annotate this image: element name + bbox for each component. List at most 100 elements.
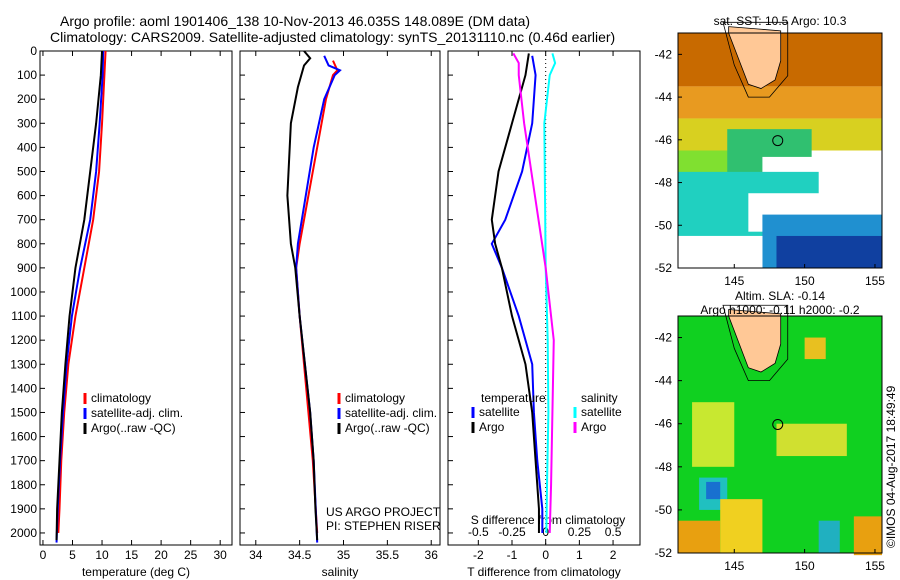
sla-lon-label: 145 <box>724 559 744 573</box>
sst-lon-label: 145 <box>724 274 744 288</box>
credit-text: US ARGO PROJECT <box>326 505 441 519</box>
diff-xlabel: T difference from climatology <box>467 565 621 579</box>
sal-xtick-label: 35 <box>337 548 351 562</box>
depth-tick-label: 1600 <box>10 430 37 444</box>
sal-axes-frame <box>239 50 441 546</box>
temp-xtick-label: 30 <box>214 548 228 562</box>
sal-line-2 <box>286 50 319 541</box>
depth-tick-label: 200 <box>17 92 37 106</box>
depth-tick-label: 1800 <box>10 478 37 492</box>
sla-lon-label: 155 <box>865 559 885 573</box>
depth-tick-label: 900 <box>17 261 37 275</box>
sal-xtick-label: 36 <box>425 548 439 562</box>
sal-legend-label: satellite-adj. clim. <box>345 406 437 420</box>
sla-lat-label: -52 <box>655 546 673 560</box>
temp-line-2 <box>55 50 104 541</box>
sst-lat-label: -50 <box>655 218 673 232</box>
depth-tick-label: 2000 <box>10 526 37 540</box>
sst-isobath-contour <box>722 21 789 98</box>
sla-field-cell <box>678 520 721 553</box>
sal-xtick-label: 34.5 <box>288 548 312 562</box>
diff-s-legend-label: satellite <box>581 405 622 419</box>
sla-field-cell <box>706 481 721 500</box>
temp-xtick-label: 20 <box>154 548 168 562</box>
diff-t-legend-label: satellite <box>479 405 520 419</box>
diff-xtick-label: -1 <box>507 548 518 562</box>
temp-legend-label: satellite-adj. clim. <box>91 406 183 420</box>
s-diff-tick-label: 0.25 <box>568 525 592 539</box>
temp-legend-label: Argo(..raw -QC) <box>91 421 176 435</box>
sla-field-cell <box>818 520 840 553</box>
sst-field-cell <box>678 235 763 268</box>
depth-tick-label: 800 <box>17 237 37 251</box>
depth-tick-label: 400 <box>17 140 37 154</box>
depth-tick-label: 300 <box>17 116 37 130</box>
depth-tick-label: 1900 <box>10 502 37 516</box>
sal-line-0 <box>295 60 339 534</box>
sal-xtick-label: 35.5 <box>376 548 400 562</box>
depth-tick-label: 1200 <box>10 333 37 347</box>
temp-line-0 <box>57 50 107 534</box>
diff-xtick-label: 0 <box>542 548 549 562</box>
depth-tick-label: 1700 <box>10 454 37 468</box>
sal-legend-label: climatology <box>345 391 405 405</box>
depth-tick-label: 0 <box>30 44 37 58</box>
diff-xtick-label: 2 <box>610 548 617 562</box>
pi-text: PI: STEPHEN RISER <box>326 519 441 533</box>
sla-isobath-contour <box>722 304 789 382</box>
diff-line-1 <box>490 53 540 533</box>
s-diff-tick-label: 0.5 <box>605 525 622 539</box>
sla-map-title2: Argo h1000: -0.11 h2000: -0.2 <box>700 303 860 317</box>
diff-line-3 <box>512 52 555 533</box>
depth-tick-label: 500 <box>17 164 37 178</box>
sst-lon-label: 155 <box>865 274 885 288</box>
depth-tick-label: 1000 <box>10 285 37 299</box>
sst-lat-label: -42 <box>655 47 673 61</box>
s-diff-tick-label: -0.25 <box>498 525 526 539</box>
sst-map-frame <box>677 32 883 269</box>
diff-t-legend-label: Argo <box>479 420 505 434</box>
sla-field-cell <box>776 423 847 457</box>
sla-lon-label: 150 <box>795 559 815 573</box>
sla-lat-label: -46 <box>655 417 673 431</box>
depth-tick-label: 600 <box>17 189 37 203</box>
sst-field-cell <box>776 235 882 268</box>
sla-lat-label: -44 <box>655 374 673 388</box>
depth-tick-label: 1400 <box>10 381 37 395</box>
diff-xtick-label: -2 <box>473 548 484 562</box>
sla-field-cell <box>720 499 763 553</box>
sst-lat-label: -48 <box>655 176 673 190</box>
sla-lat-label: -50 <box>655 503 673 517</box>
temp-xtick-label: 10 <box>95 548 109 562</box>
sst-argo-position-marker <box>772 135 784 147</box>
sla-map-title1: Altim. SLA: -0.14 <box>735 289 825 303</box>
diff-xtick-label: 1 <box>576 548 583 562</box>
sla-map-frame <box>677 315 883 554</box>
depth-tick-label: 100 <box>17 68 37 82</box>
temp-xtick-label: 5 <box>69 548 76 562</box>
temp-axes-frame <box>39 50 233 546</box>
s-diff-axis-label: S difference from climatology <box>471 513 626 527</box>
sal-xlabel: salinity <box>322 565 359 579</box>
title-line1: Argo profile: aoml 1901406_138 10-Nov-20… <box>60 13 531 29</box>
diff-s-legend-label: Argo <box>581 420 607 434</box>
timestamp-stamp: ©IMOS 04-Aug-2017 18:49:49 <box>884 385 898 548</box>
temp-xtick-label: 0 <box>40 548 47 562</box>
legend-title-salinity: salinity <box>581 391 618 405</box>
s-diff-tick-label: -0.5 <box>468 525 489 539</box>
sst-tasmania-landmass <box>728 26 782 89</box>
sst-lat-label: -52 <box>655 261 673 275</box>
temp-legend-label: climatology <box>91 391 151 405</box>
depth-tick-label: 1100 <box>11 309 37 323</box>
sst-map-title: sat. SST: 10.5 Argo: 10.3 <box>714 14 847 28</box>
sst-lat-label: -46 <box>655 133 673 147</box>
sla-lat-label: -42 <box>655 331 673 345</box>
depth-tick-label: 1500 <box>10 405 37 419</box>
temp-xlabel: temperature (deg C) <box>82 565 190 579</box>
sst-lat-label: -44 <box>655 90 673 104</box>
sla-tasmania-landmass <box>728 309 782 373</box>
sst-lon-label: 150 <box>795 274 815 288</box>
legend-title-temperature: temperature <box>481 391 546 405</box>
